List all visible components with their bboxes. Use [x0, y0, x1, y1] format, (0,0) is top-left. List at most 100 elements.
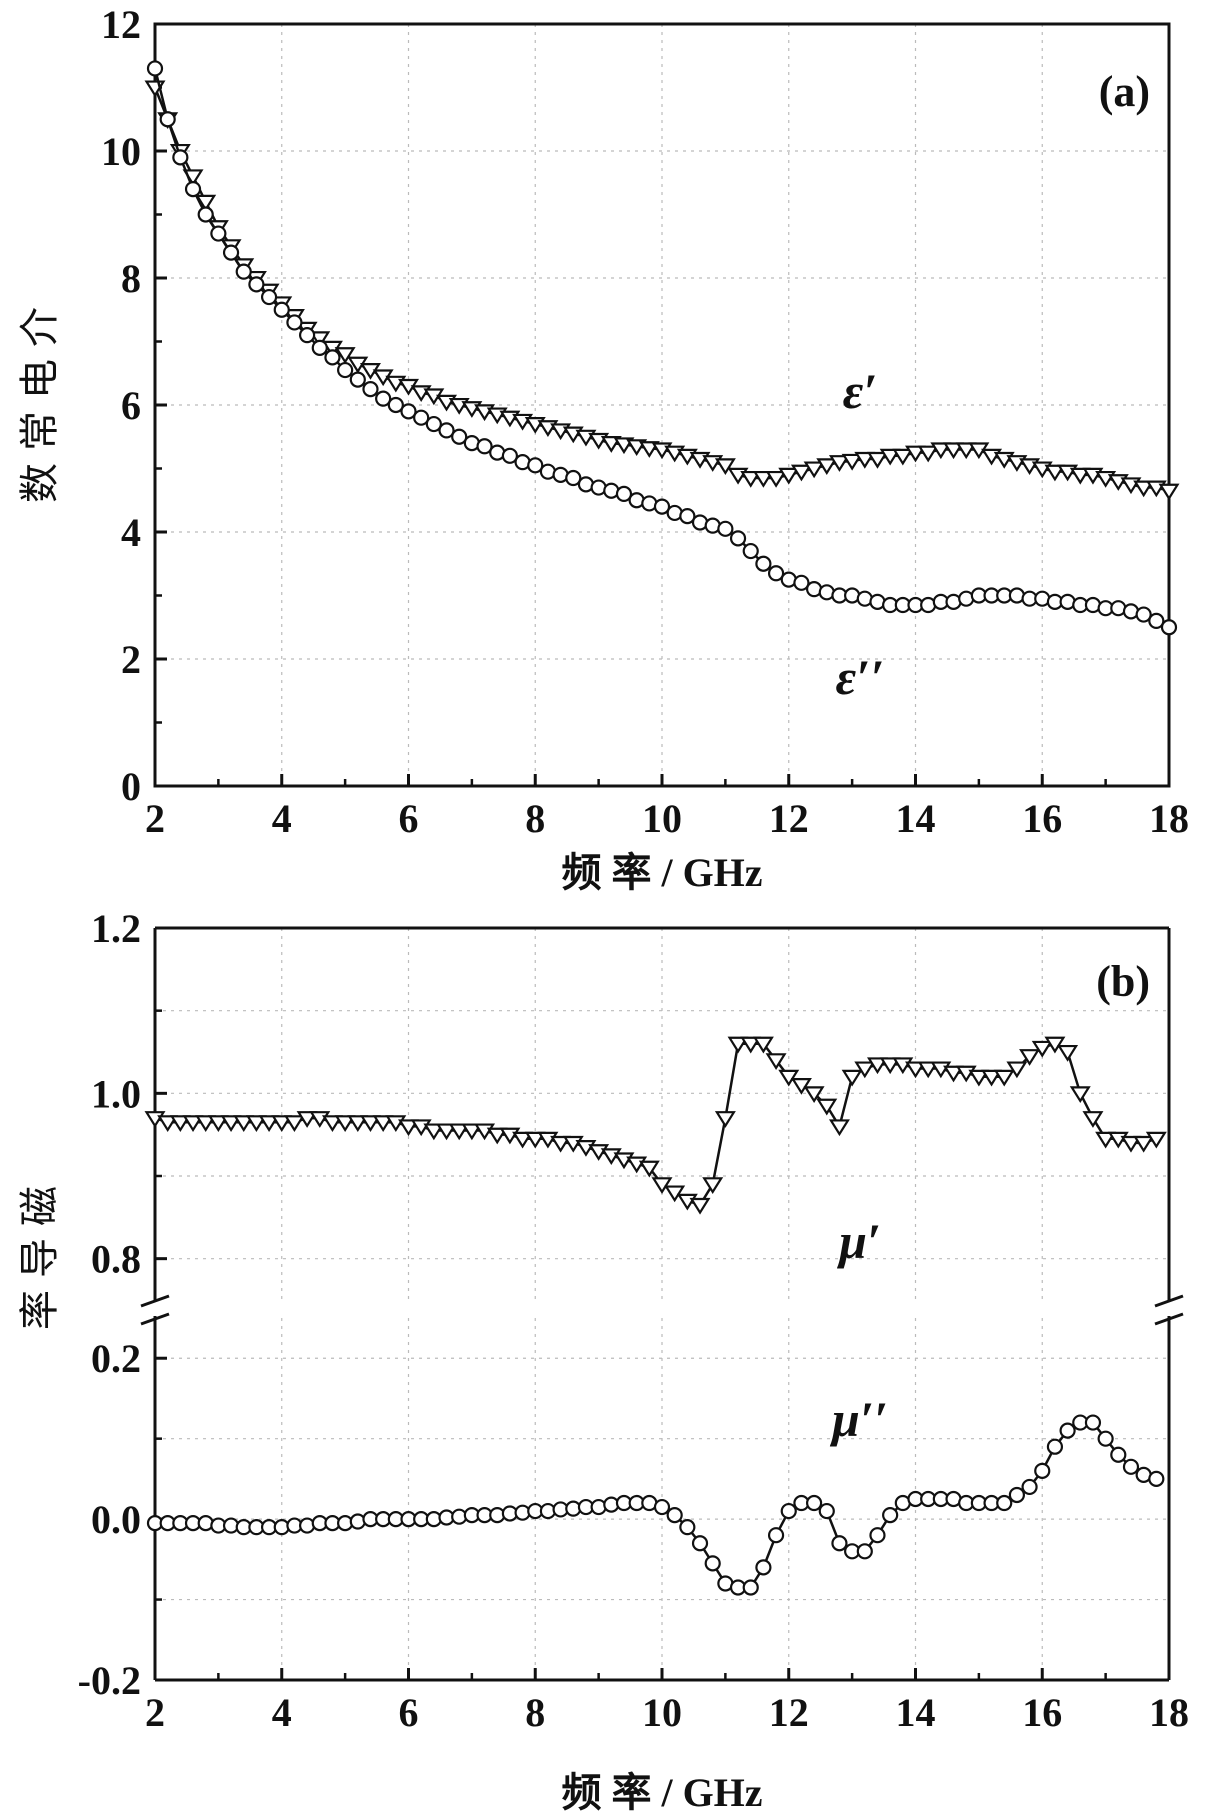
data-point [220, 1115, 242, 1132]
y-tick-label: 10 [101, 129, 141, 174]
series-epsilon-double-prime [146, 60, 1178, 636]
axis-break-mark [140, 1294, 170, 1308]
data-point [905, 445, 926, 463]
data-point [841, 453, 863, 471]
data-point [451, 428, 468, 445]
data-point [882, 1506, 899, 1524]
series-mu-double-prime [146, 1414, 1165, 1596]
data-point [1160, 619, 1178, 636]
data-point [752, 470, 774, 488]
data-point [590, 1498, 607, 1516]
data-point [854, 1061, 876, 1079]
data-point [778, 1069, 800, 1087]
data-point [334, 347, 356, 364]
x-tick-label: 4 [272, 1690, 292, 1735]
y-tick-label: 1.2 [91, 906, 141, 951]
data-point [856, 1543, 873, 1560]
data-point [309, 331, 331, 349]
data-point [1158, 483, 1180, 501]
data-point [778, 467, 800, 485]
data-point [182, 1115, 204, 1132]
data-point [866, 1057, 888, 1075]
data-point [372, 1115, 394, 1132]
series-label-mu-double-prime: μ′′ [829, 1391, 888, 1447]
data-point [704, 1555, 721, 1572]
data-point [714, 1111, 736, 1128]
data-point [831, 1535, 848, 1552]
data-point [550, 1135, 572, 1153]
x-tick-label: 16 [1022, 1690, 1062, 1735]
data-point [854, 451, 876, 469]
data-point [740, 470, 762, 488]
data-point [742, 542, 759, 560]
data-point [1057, 1044, 1079, 1062]
data-point [1095, 1131, 1117, 1149]
data-point [271, 1115, 293, 1132]
data-point [527, 457, 544, 474]
data-point [1148, 1470, 1165, 1487]
data-point [321, 1115, 343, 1132]
data-point [653, 498, 671, 515]
ylabel-char: 数 [17, 463, 63, 503]
panel-a-label: (a) [1099, 67, 1150, 116]
data-point [740, 1036, 762, 1054]
data-point [347, 1115, 369, 1132]
data-point [653, 1498, 671, 1516]
data-point [892, 448, 914, 466]
data-point [423, 1123, 445, 1141]
x-tick-label: 2 [145, 796, 165, 841]
data-point [286, 314, 303, 331]
data-point [666, 1506, 683, 1524]
data-point [512, 1131, 534, 1149]
data-point [755, 555, 772, 572]
x-tick-label: 16 [1022, 796, 1062, 841]
data-point [157, 1115, 179, 1132]
data-point [1021, 1478, 1038, 1496]
data-point [790, 464, 812, 482]
data-point [501, 447, 518, 464]
y-tick-label: 4 [121, 510, 141, 555]
data-point [803, 461, 825, 479]
data-point [1019, 1049, 1041, 1066]
data-point [476, 438, 493, 455]
data-point [993, 1069, 1015, 1087]
data-point [349, 1513, 366, 1530]
data-point [1122, 1458, 1140, 1475]
data-point [828, 1119, 850, 1137]
data-point [943, 1065, 965, 1083]
x-tick-label: 14 [896, 796, 936, 841]
data-point [334, 1115, 356, 1132]
data-point [955, 442, 977, 460]
data-point [816, 1098, 838, 1116]
data-point [413, 409, 430, 426]
x-tick-label: 2 [145, 1690, 165, 1735]
data-point [1135, 606, 1152, 623]
y-tick-label: 6 [121, 383, 141, 428]
data-point [299, 327, 316, 344]
data-point [714, 458, 736, 476]
data-point [869, 1527, 886, 1544]
data-point [702, 1177, 724, 1194]
data-point [1069, 1086, 1091, 1104]
data-point [398, 1119, 419, 1137]
data-point [425, 415, 442, 433]
panel-b: 2 4 6 8 10 12 14 16 18 -0.2 0.0 0.2 0.8 1.0 1.2 (b) 频 … [17, 906, 1189, 1812]
data-point [159, 111, 176, 128]
data-point [461, 1123, 483, 1141]
panel-b-ylabel: 磁导率 [17, 1186, 63, 1330]
data-point [195, 1115, 217, 1132]
data-point [524, 1131, 546, 1149]
data-point [689, 1197, 711, 1215]
data-point [780, 1502, 797, 1520]
data-point [375, 390, 392, 407]
data-point [169, 1115, 191, 1132]
x-tick-label: 10 [642, 796, 682, 841]
series-label-epsilon-prime: ε′ [843, 363, 878, 419]
data-point [400, 403, 417, 420]
data-point [752, 1036, 774, 1054]
panel-a-grid [155, 24, 1169, 786]
data-point [311, 339, 328, 356]
